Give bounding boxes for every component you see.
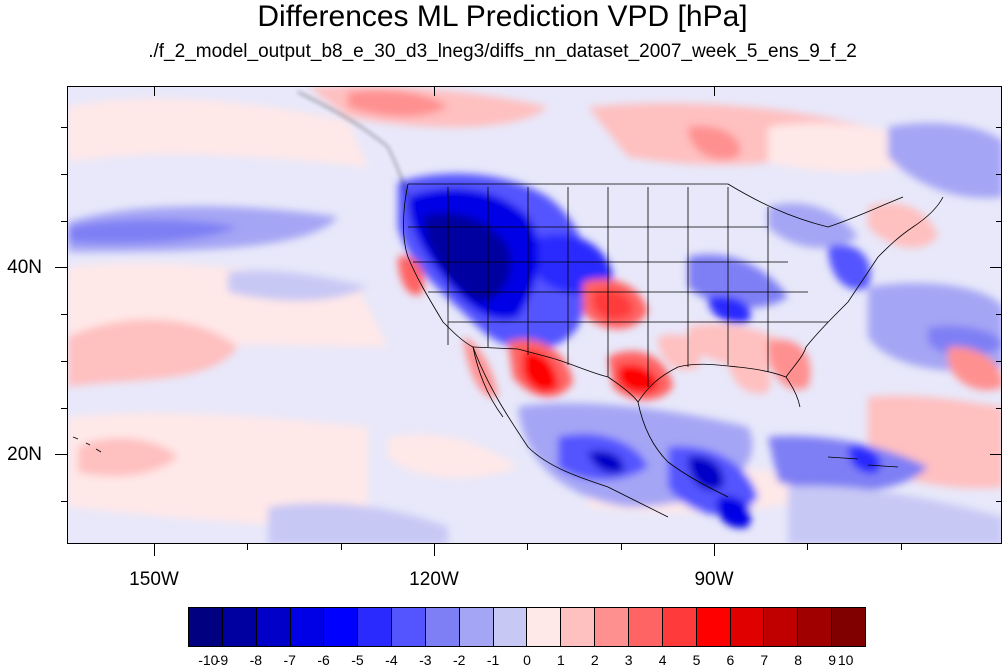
difference-field-map	[68, 87, 1001, 543]
colorbar-label: 0	[523, 652, 531, 668]
colorbar-label: -3	[419, 652, 432, 668]
colorbar-label: -1	[486, 652, 500, 668]
colorbar	[188, 607, 866, 647]
colorbar-box	[696, 608, 731, 646]
lat-minor-tick	[61, 221, 67, 222]
colorbar-box	[392, 608, 426, 646]
lon-major-tick	[154, 544, 155, 556]
colorbar-box	[222, 608, 257, 646]
lon-label-150w: 150W	[129, 569, 179, 590]
colorbar-label: 3	[624, 652, 633, 668]
lat-minor-tick	[61, 361, 67, 362]
colorbar-box	[527, 608, 562, 646]
colorbar-label: -10	[198, 652, 219, 668]
colorbar-box	[324, 608, 359, 646]
colorbar-label: 9	[828, 652, 836, 668]
colorbar-label: -8	[249, 652, 263, 668]
lat-major-tick	[990, 454, 1002, 455]
colorbar-box	[561, 608, 596, 646]
colorbar-box	[459, 608, 494, 646]
map-plot-area	[67, 86, 1002, 544]
colorbar-box	[493, 608, 528, 646]
lon-label-120w: 120W	[409, 569, 459, 590]
lat-label-20n: 20N	[7, 444, 42, 465]
lon-major-tick	[714, 544, 715, 556]
colorbar-box	[832, 608, 865, 646]
lon-major-tick	[154, 86, 155, 96]
lat-minor-tick	[61, 127, 67, 128]
lon-major-tick	[434, 544, 435, 556]
lon-major-tick	[434, 86, 435, 96]
lat-minor-tick	[996, 361, 1002, 362]
colorbar-box	[798, 608, 833, 646]
colorbar-label: -5	[351, 652, 364, 668]
lon-minor-tick	[901, 544, 902, 550]
lon-minor-tick	[247, 544, 248, 550]
lat-major-tick	[55, 454, 67, 455]
chart-subtitle: ./f_2_model_output_b8_e_30_d3_lneg3/diff…	[148, 41, 857, 62]
colorbar-label: 10	[837, 652, 854, 668]
lon-minor-tick	[807, 544, 808, 550]
lat-label-40n: 40N	[7, 257, 42, 278]
colorbar-label: 4	[658, 652, 667, 668]
lat-minor-tick	[996, 127, 1002, 128]
colorbar-label: -4	[385, 652, 398, 668]
colorbar-box	[662, 608, 697, 646]
lon-minor-tick	[341, 544, 342, 550]
lat-minor-tick	[996, 314, 1002, 315]
colorbar-box	[595, 608, 629, 646]
lon-minor-tick	[621, 544, 622, 550]
lon-major-tick	[714, 86, 715, 96]
colorbar-box	[425, 608, 460, 646]
lat-minor-tick	[61, 174, 67, 175]
colorbar-label: -9	[215, 652, 229, 668]
colorbar-label: 5	[692, 652, 701, 668]
colorbar-box	[730, 608, 765, 646]
colorbar-label: 1	[556, 652, 565, 668]
lat-minor-tick	[996, 221, 1002, 222]
colorbar-label: -6	[317, 652, 330, 668]
lat-minor-tick	[61, 408, 67, 409]
lat-major-tick	[55, 267, 67, 268]
colorbar-box	[628, 608, 663, 646]
colorbar-box	[290, 608, 325, 646]
colorbar-label: 8	[794, 652, 803, 668]
colorbar-box	[189, 608, 223, 646]
lat-minor-tick	[996, 501, 1002, 502]
lat-minor-tick	[61, 314, 67, 315]
lat-minor-tick	[996, 174, 1002, 175]
lon-label-90w: 90W	[694, 569, 734, 590]
colorbar-box	[256, 608, 291, 646]
lon-minor-tick	[527, 544, 528, 550]
colorbar-box	[764, 608, 799, 646]
lat-minor-tick	[61, 501, 67, 502]
colorbar-label: 6	[726, 652, 735, 668]
colorbar-box	[358, 608, 393, 646]
colorbar-label: -7	[283, 652, 296, 668]
lat-major-tick	[990, 267, 1002, 268]
colorbar-label: 2	[590, 652, 599, 668]
chart-title: Differences ML Prediction VPD [hPa]	[257, 0, 748, 33]
colorbar-label: 7	[760, 652, 769, 668]
colorbar-label: -2	[452, 652, 466, 668]
lat-minor-tick	[996, 408, 1002, 409]
